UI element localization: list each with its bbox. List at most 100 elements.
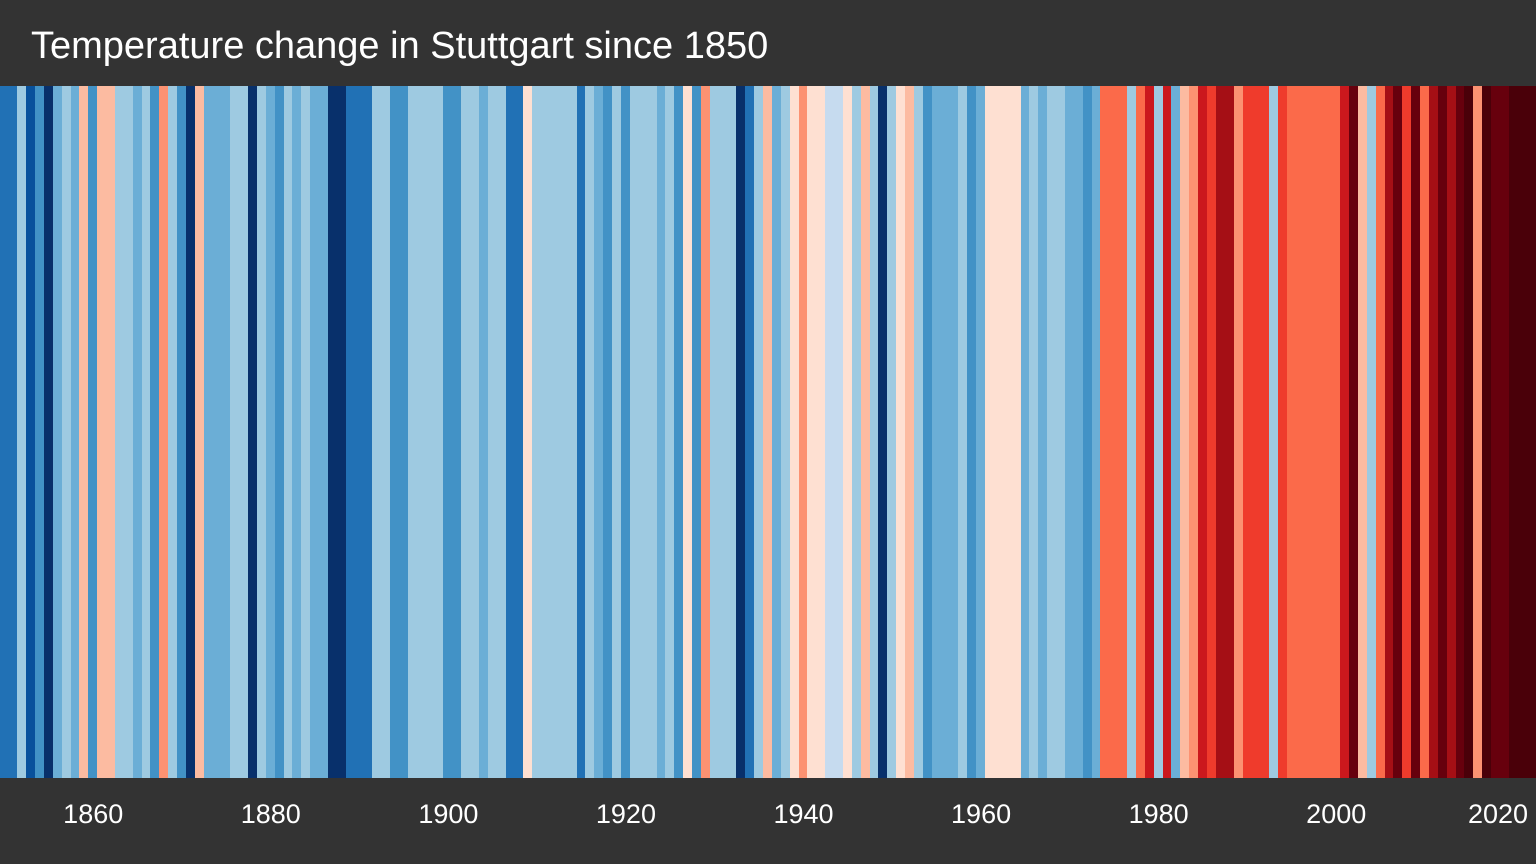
stripe-2017 xyxy=(1482,86,1492,778)
stripe-1871 xyxy=(186,86,196,778)
stripe-1902 xyxy=(461,86,471,778)
stripe-1916 xyxy=(585,86,595,778)
stripe-2012 xyxy=(1438,86,1448,778)
stripe-1855 xyxy=(44,86,54,778)
stripe-1949 xyxy=(878,86,888,778)
stripe-1963 xyxy=(1003,86,1013,778)
stripe-1961 xyxy=(985,86,995,778)
stripe-2000 xyxy=(1331,86,1341,778)
stripe-2018 xyxy=(1491,86,1501,778)
stripe-1985 xyxy=(1198,86,1208,778)
x-tick-label-2020: 2020 xyxy=(1467,799,1529,829)
stripe-1890 xyxy=(355,86,365,778)
stripe-1860 xyxy=(88,86,98,778)
stripe-1899 xyxy=(435,86,444,778)
stripe-1979 xyxy=(1145,86,1155,778)
stripe-1939 xyxy=(790,86,800,778)
stripe-1915 xyxy=(577,86,586,778)
stripe-1920 xyxy=(621,86,631,778)
stripe-2007 xyxy=(1393,86,1403,778)
stripe-1943 xyxy=(825,86,835,778)
stripe-2008 xyxy=(1402,86,1412,778)
stripe-1879 xyxy=(257,86,267,778)
stripe-1865 xyxy=(133,86,143,778)
chart-title: Temperature change in Stuttgart since 18… xyxy=(31,25,769,67)
stripe-2001 xyxy=(1340,86,1350,778)
x-tick-label-1940: 1940 xyxy=(773,799,834,829)
stripe-1891 xyxy=(364,86,373,778)
stripe-1908 xyxy=(514,86,524,778)
stripe-1925 xyxy=(665,86,675,778)
stripe-1866 xyxy=(142,86,151,778)
stripe-1909 xyxy=(523,86,533,778)
stripe-1894 xyxy=(390,86,400,778)
stripe-1955 xyxy=(932,86,942,778)
stripe-1957 xyxy=(950,86,959,778)
stripe-1980 xyxy=(1154,86,1164,778)
stripe-1987 xyxy=(1216,86,1226,778)
stripe-1897 xyxy=(417,86,427,778)
stripe-1861 xyxy=(97,86,107,778)
stripe-2022 xyxy=(1527,86,1536,778)
stripe-1996 xyxy=(1296,86,1306,778)
stripe-1876 xyxy=(230,86,240,778)
stripes-plot-area xyxy=(0,86,1536,778)
stripe-1989 xyxy=(1234,86,1244,778)
stripe-1970 xyxy=(1065,86,1075,778)
stripe-1917 xyxy=(594,86,604,778)
stripe-1884 xyxy=(301,86,311,778)
stripe-2015 xyxy=(1464,86,1474,778)
stripe-1913 xyxy=(559,86,569,778)
stripe-1886 xyxy=(319,86,329,778)
stripe-1976 xyxy=(1118,86,1128,778)
stripe-1935 xyxy=(754,86,764,778)
stripe-1923 xyxy=(648,86,658,778)
stripe-1944 xyxy=(834,86,844,778)
stripe-1995 xyxy=(1287,86,1297,778)
stripe-1863 xyxy=(115,86,125,778)
stripe-1969 xyxy=(1056,86,1066,778)
stripe-1933 xyxy=(736,86,746,778)
stripe-1882 xyxy=(284,86,293,778)
stripe-1853 xyxy=(26,86,36,778)
stripe-1999 xyxy=(1322,86,1332,778)
stripe-1962 xyxy=(994,86,1004,778)
stripe-2019 xyxy=(1500,86,1510,778)
stripe-2010 xyxy=(1420,86,1430,778)
stripe-1922 xyxy=(639,86,649,778)
stripe-1950 xyxy=(887,86,897,778)
stripe-1864 xyxy=(124,86,134,778)
stripe-1984 xyxy=(1189,86,1199,778)
stripe-1975 xyxy=(1109,86,1119,778)
x-tick-label-1860: 1860 xyxy=(63,799,124,829)
stripe-1992 xyxy=(1260,86,1270,778)
stripe-1941 xyxy=(807,86,817,778)
stripe-1878 xyxy=(248,86,258,778)
stripe-1951 xyxy=(896,86,906,778)
x-tick-label-1880: 1880 xyxy=(240,799,301,829)
stripe-1964 xyxy=(1012,86,1022,778)
stripe-1968 xyxy=(1047,86,1057,778)
stripe-2002 xyxy=(1349,86,1359,778)
stripe-1934 xyxy=(745,86,755,778)
stripe-1945 xyxy=(843,86,853,778)
stripe-2011 xyxy=(1429,86,1439,778)
stripe-1911 xyxy=(541,86,551,778)
stripe-2005 xyxy=(1376,86,1386,778)
stripe-1927 xyxy=(683,86,693,778)
stripe-1859 xyxy=(79,86,89,778)
stripe-1858 xyxy=(71,86,80,778)
stripe-1990 xyxy=(1243,86,1252,778)
stripe-1956 xyxy=(941,86,951,778)
stripe-1930 xyxy=(710,86,720,778)
stripe-1952 xyxy=(905,86,915,778)
stripe-1942 xyxy=(816,86,826,778)
x-tick-label-2000: 2000 xyxy=(1306,799,1367,829)
stripe-1991 xyxy=(1251,86,1261,778)
stripe-1903 xyxy=(470,86,480,778)
stripe-1904 xyxy=(479,86,489,778)
stripe-1993 xyxy=(1269,86,1279,778)
stripe-1918 xyxy=(603,86,613,778)
stripe-1977 xyxy=(1127,86,1137,778)
